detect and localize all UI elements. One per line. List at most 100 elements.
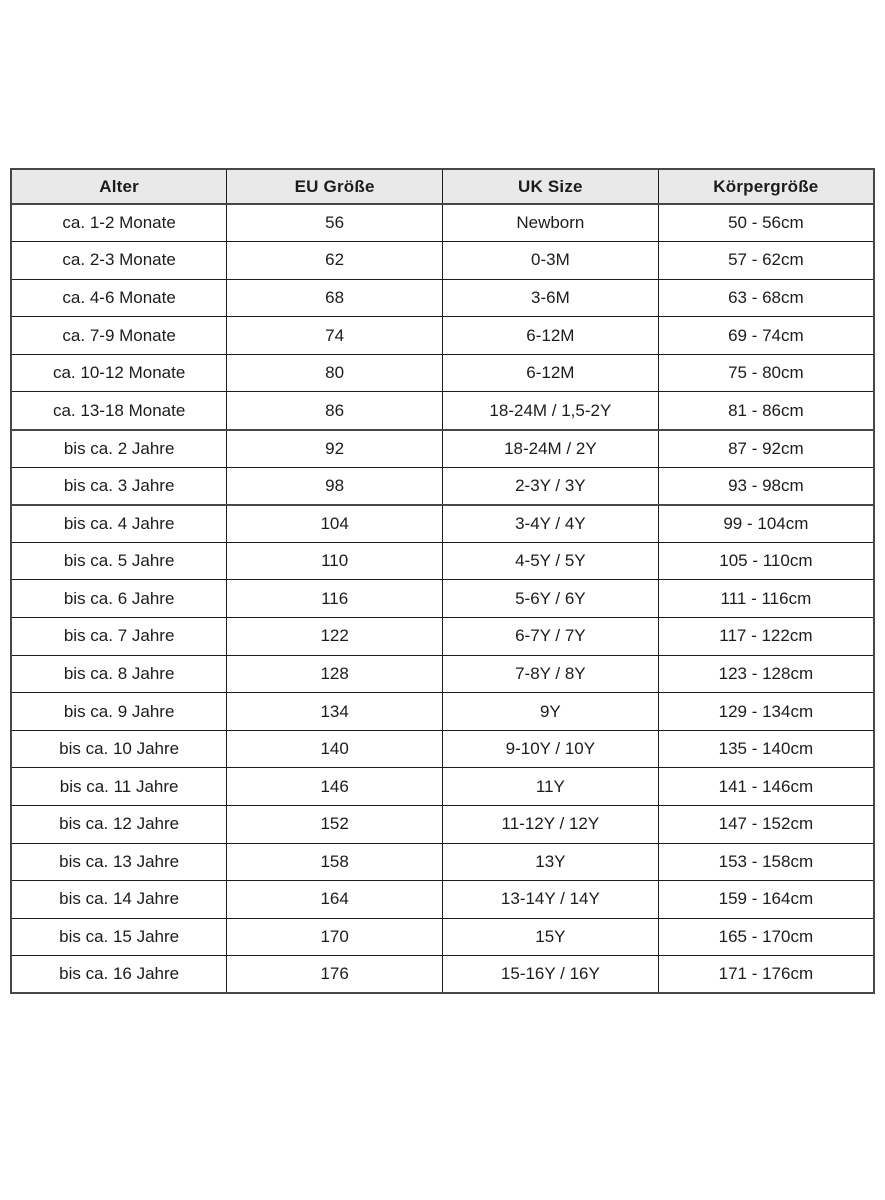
cell-body-height: 93 - 98cm — [657, 466, 875, 506]
cell-uk-size: 11-12Y / 12Y — [442, 805, 659, 844]
cell-age: bis ca. 5 Jahre — [10, 541, 228, 581]
cell-eu-size: 140 — [226, 729, 443, 769]
cell-age: bis ca. 10 Jahre — [10, 729, 228, 769]
column-header-uk-size: UK Size — [442, 168, 659, 205]
column-header-body-height: Körpergröße — [657, 168, 875, 205]
cell-uk-size: 0-3M — [442, 241, 659, 280]
cell-uk-size: 4-5Y / 5Y — [442, 541, 659, 581]
cell-uk-size: 2-3Y / 3Y — [442, 466, 659, 506]
cell-uk-size: 3-4Y / 4Y — [442, 504, 659, 543]
cell-uk-size: 13-14Y / 14Y — [442, 880, 659, 919]
cell-eu-size: 92 — [226, 429, 443, 468]
table-row: bis ca. 11 Jahre 146 11Y 141 - 146cm — [10, 767, 875, 806]
cell-uk-size: 3-6M — [442, 278, 659, 318]
cell-eu-size: 152 — [226, 805, 443, 844]
cell-eu-size: 128 — [226, 654, 443, 694]
cell-body-height: 99 - 104cm — [657, 504, 875, 543]
table-row: ca. 1-2 Monate 56 Newborn 50 - 56cm — [10, 203, 875, 243]
cell-uk-size: 6-7Y / 7Y — [442, 617, 659, 656]
cell-uk-size: 6-12M — [442, 316, 659, 355]
table-row: bis ca. 4 Jahre 104 3-4Y / 4Y 99 - 104cm — [10, 504, 875, 543]
column-header-age: Alter — [10, 168, 228, 205]
cell-body-height: 165 - 170cm — [657, 917, 875, 957]
table-row: ca. 13-18 Monate 86 18-24M / 1,5-2Y 81 - 86… — [10, 391, 875, 431]
cell-eu-size: 62 — [226, 241, 443, 280]
size-chart-body: ca. 1-2 Monate 56 Newborn 50 - 56cm ca. 2-3 … — [10, 203, 875, 994]
cell-body-height: 50 - 56cm — [657, 203, 875, 243]
table-row: bis ca. 13 Jahre 158 13Y 153 - 158cm — [10, 842, 875, 882]
cell-body-height: 75 - 80cm — [657, 353, 875, 393]
cell-uk-size: 18-24M / 1,5-2Y — [442, 391, 659, 431]
cell-uk-size: 5-6Y / 6Y — [442, 579, 659, 619]
cell-uk-size: 11Y — [442, 767, 659, 806]
cell-eu-size: 56 — [226, 203, 443, 243]
cell-body-height: 111 - 116cm — [657, 579, 875, 619]
cell-body-height: 117 - 122cm — [657, 617, 875, 656]
cell-eu-size: 164 — [226, 880, 443, 919]
cell-eu-size: 68 — [226, 278, 443, 318]
cell-age: bis ca. 6 Jahre — [10, 579, 228, 619]
table-row: ca. 4-6 Monate 68 3-6M 63 - 68cm — [10, 278, 875, 318]
cell-body-height: 69 - 74cm — [657, 316, 875, 355]
size-chart-header: Alter EU Größe UK Size Körpergröße — [10, 168, 875, 205]
cell-uk-size: 15Y — [442, 917, 659, 957]
table-row: bis ca. 5 Jahre 110 4-5Y / 5Y 105 - 110cm — [10, 541, 875, 581]
cell-uk-size: Newborn — [442, 203, 659, 243]
table-row: bis ca. 12 Jahre 152 11-12Y / 12Y 147 - 152… — [10, 805, 875, 844]
cell-age: bis ca. 13 Jahre — [10, 842, 228, 882]
cell-uk-size: 18-24M / 2Y — [442, 429, 659, 468]
cell-body-height: 57 - 62cm — [657, 241, 875, 280]
cell-body-height: 147 - 152cm — [657, 805, 875, 844]
cell-age: ca. 1-2 Monate — [10, 203, 228, 243]
cell-age: ca. 2-3 Monate — [10, 241, 228, 280]
cell-eu-size: 110 — [226, 541, 443, 581]
cell-body-height: 159 - 164cm — [657, 880, 875, 919]
table-row: ca. 2-3 Monate 62 0-3M 57 - 62cm — [10, 241, 875, 280]
cell-eu-size: 158 — [226, 842, 443, 882]
table-row: ca. 7-9 Monate 74 6-12M 69 - 74cm — [10, 316, 875, 355]
header-row: Alter EU Größe UK Size Körpergröße — [10, 168, 875, 205]
table-row: bis ca. 7 Jahre 122 6-7Y / 7Y 117 - 122cm — [10, 617, 875, 656]
size-chart-table: Alter EU Größe UK Size Körpergröße ca. 1… — [10, 168, 875, 995]
cell-uk-size: 9-10Y / 10Y — [442, 729, 659, 769]
cell-age: ca. 13-18 Monate — [10, 391, 228, 431]
cell-age: ca. 10-12 Monate — [10, 353, 228, 393]
cell-eu-size: 176 — [226, 955, 443, 994]
cell-body-height: 171 - 176cm — [657, 955, 875, 994]
cell-age: bis ca. 15 Jahre — [10, 917, 228, 957]
cell-body-height: 81 - 86cm — [657, 391, 875, 431]
cell-age: bis ca. 3 Jahre — [10, 466, 228, 506]
cell-eu-size: 80 — [226, 353, 443, 393]
cell-eu-size: 104 — [226, 504, 443, 543]
cell-uk-size: 7-8Y / 8Y — [442, 654, 659, 694]
cell-uk-size: 6-12M — [442, 353, 659, 393]
table-row: bis ca. 10 Jahre 140 9-10Y / 10Y 135 - 140c… — [10, 729, 875, 769]
table-row: bis ca. 9 Jahre 134 9Y 129 - 134cm — [10, 692, 875, 731]
table-row: bis ca. 3 Jahre 98 2-3Y / 3Y 93 - 98cm — [10, 466, 875, 506]
cell-eu-size: 134 — [226, 692, 443, 731]
cell-eu-size: 170 — [226, 917, 443, 957]
cell-age: ca. 7-9 Monate — [10, 316, 228, 355]
table-row: bis ca. 6 Jahre 116 5-6Y / 6Y 111 - 116cm — [10, 579, 875, 619]
table-row: ca. 10-12 Monate 80 6-12M 75 - 80cm — [10, 353, 875, 393]
cell-uk-size: 9Y — [442, 692, 659, 731]
cell-age: bis ca. 16 Jahre — [10, 955, 228, 994]
cell-body-height: 141 - 146cm — [657, 767, 875, 806]
cell-body-height: 129 - 134cm — [657, 692, 875, 731]
cell-body-height: 153 - 158cm — [657, 842, 875, 882]
cell-eu-size: 98 — [226, 466, 443, 506]
cell-body-height: 105 - 110cm — [657, 541, 875, 581]
table-row: bis ca. 16 Jahre 176 15-16Y / 16Y 171 - 176… — [10, 955, 875, 994]
cell-eu-size: 86 — [226, 391, 443, 431]
table-row: bis ca. 15 Jahre 170 15Y 165 - 170cm — [10, 917, 875, 957]
table-row: bis ca. 2 Jahre 92 18-24M / 2Y 87 - 92cm — [10, 429, 875, 468]
cell-uk-size: 15-16Y / 16Y — [442, 955, 659, 994]
cell-age: bis ca. 14 Jahre — [10, 880, 228, 919]
cell-eu-size: 74 — [226, 316, 443, 355]
cell-age: bis ca. 8 Jahre — [10, 654, 228, 694]
table-row: bis ca. 8 Jahre 128 7-8Y / 8Y 123 - 128cm — [10, 654, 875, 694]
cell-age: bis ca. 2 Jahre — [10, 429, 228, 468]
cell-uk-size: 13Y — [442, 842, 659, 882]
cell-eu-size: 146 — [226, 767, 443, 806]
